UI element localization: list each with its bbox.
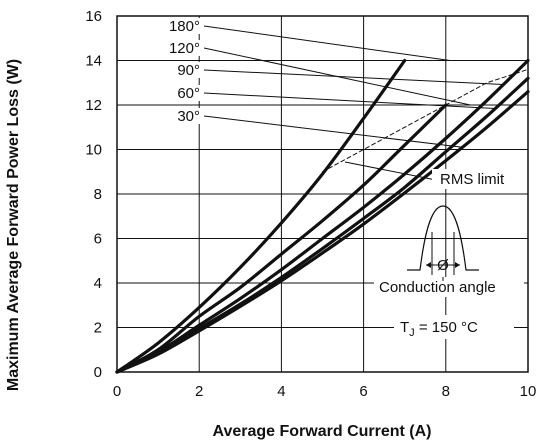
series-line	[115, 58, 530, 374]
series-line	[115, 76, 530, 374]
rms-limit-label: RMS limit	[440, 171, 505, 188]
curve-layer	[115, 58, 530, 374]
tj-main: T	[400, 319, 409, 336]
conduction-angle-inset	[374, 169, 524, 339]
series-line	[115, 58, 407, 374]
rms-limit-bg	[432, 169, 522, 189]
series-label-bg	[155, 40, 205, 56]
series-label: 60°	[177, 85, 200, 102]
series-label: 90°	[177, 62, 200, 79]
tj-rest: = 150 °C	[415, 319, 478, 336]
rms-limit-line	[322, 68, 529, 173]
x-tick-label: 8	[442, 383, 450, 400]
plot-frame	[116, 15, 529, 373]
x-tick-label: 2	[195, 383, 203, 400]
y-tick-label: 10	[85, 142, 102, 159]
y-tick-label: 16	[85, 8, 102, 25]
y-tick-label: 6	[94, 231, 102, 248]
x-tick-label: 6	[359, 383, 367, 400]
y-axis-title: Maximum Average Forward Power Loss (W)	[5, 59, 22, 391]
tj-sub: J	[409, 327, 415, 339]
y-tick-label: 0	[94, 364, 102, 381]
x-tick-label: 0	[113, 383, 121, 400]
series-label-leader	[203, 25, 450, 61]
series-label: 30°	[177, 108, 200, 125]
tj-label: TJ = 150 °C	[400, 319, 478, 339]
series-line	[115, 103, 448, 374]
series-label-bg	[155, 108, 205, 124]
y-tick-label: 8	[94, 186, 102, 203]
x-tick-label: 10	[520, 383, 537, 400]
y-tick-label: 14	[85, 53, 102, 70]
series-label: 120°	[169, 40, 200, 57]
series-label-bg	[155, 18, 205, 34]
series-label: 180°	[169, 18, 200, 35]
y-tick-label: 4	[94, 275, 102, 292]
series-label-leader	[203, 69, 504, 86]
series-label-bg	[155, 62, 205, 78]
y-tick-label: 12	[85, 97, 102, 114]
conduction-angle-bg	[374, 277, 524, 297]
phi-label: Ø	[437, 257, 449, 274]
waveform-icon	[407, 205, 479, 271]
series-label-leader	[203, 92, 496, 110]
series-label-bg	[155, 85, 205, 101]
label-layer: 180° 120° 90° 60° 30°	[155, 18, 504, 181]
tick-layer: 0 2 4 6 8 10 0 2 4 6 8 10 12 14 16	[85, 8, 536, 400]
tj-bg	[394, 315, 514, 339]
conduction-angle-label: Conduction angle	[379, 279, 496, 296]
rms-limit-leader	[344, 161, 437, 181]
x-tick-label: 4	[277, 383, 285, 400]
y-tick-label: 2	[94, 320, 102, 337]
series-label-leader	[203, 115, 463, 148]
grid-layer	[116, 15, 529, 373]
series-line	[115, 90, 530, 374]
x-axis-title: Average Forward Current (A)	[213, 423, 432, 440]
